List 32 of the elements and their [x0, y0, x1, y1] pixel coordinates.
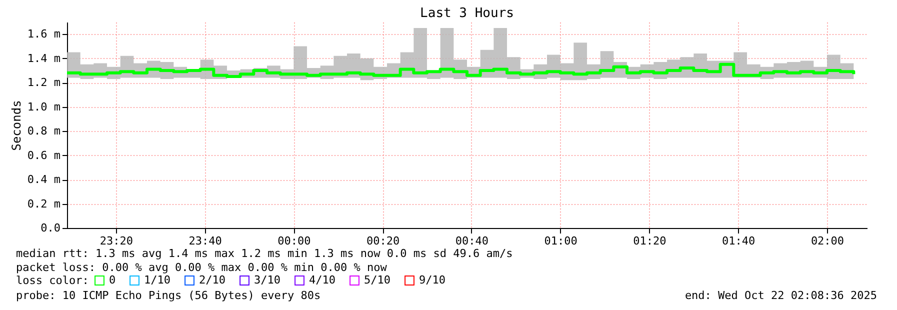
x-tick-label: 23:40 — [188, 234, 222, 248]
text: packet loss: 0.00 % avg 0.00 % max 0.00 % min 0.00 % now — [16, 261, 388, 274]
x-tick-label: 00:00 — [278, 234, 311, 248]
legend-label: 3/10 — [254, 274, 280, 287]
legend-label: 1/10 — [144, 274, 170, 287]
x-tick-label: 01:40 — [722, 234, 756, 248]
x-tick-label: 01:20 — [633, 234, 666, 248]
y-tick-label: 1.4 m — [27, 52, 61, 65]
text: probe: 10 ICMP Echo Pings (56 Bytes) every 80s — [16, 289, 321, 302]
x-tick-label: 00:20 — [366, 234, 400, 248]
legend-label: 9/10 — [419, 274, 446, 287]
y-tick-label: 0.2 m — [27, 197, 61, 210]
y-tick-label: 1.6 m — [27, 28, 61, 41]
x-tick-label: 23:20 — [100, 234, 133, 248]
y-tick-label: 0.4 m — [27, 173, 61, 186]
legend-label: 0 — [109, 274, 116, 287]
text: median rtt: 1.3 ms avg 1.4 ms max 1.2 ms min 1.3 ms now 0.0 ms sd 49.6 am/s — [16, 247, 513, 260]
y-tick-label: 0.0 — [40, 222, 60, 234]
y-axis-title: Seconds — [9, 100, 24, 151]
text: end: Wed Oct 22 02:08:36 2025 — [684, 289, 877, 302]
x-tick-label: 02:00 — [810, 234, 844, 248]
y-tick-label: 1.2 m — [27, 76, 61, 90]
y-tick-label: 0.8 m — [27, 124, 61, 138]
legend-label: 4/10 — [309, 274, 336, 287]
y-tick-label: 0.6 m — [27, 148, 61, 162]
x-tick-label: 00:40 — [455, 234, 489, 248]
legend-title: loss color: — [16, 274, 89, 287]
legend-label: 2/10 — [199, 274, 226, 287]
chart-title: Last 3 Hours — [420, 6, 514, 21]
y-tick-label: 1.0 m — [27, 100, 61, 114]
legend-label: 5/10 — [364, 274, 390, 287]
x-tick-label: 01:00 — [544, 234, 578, 248]
